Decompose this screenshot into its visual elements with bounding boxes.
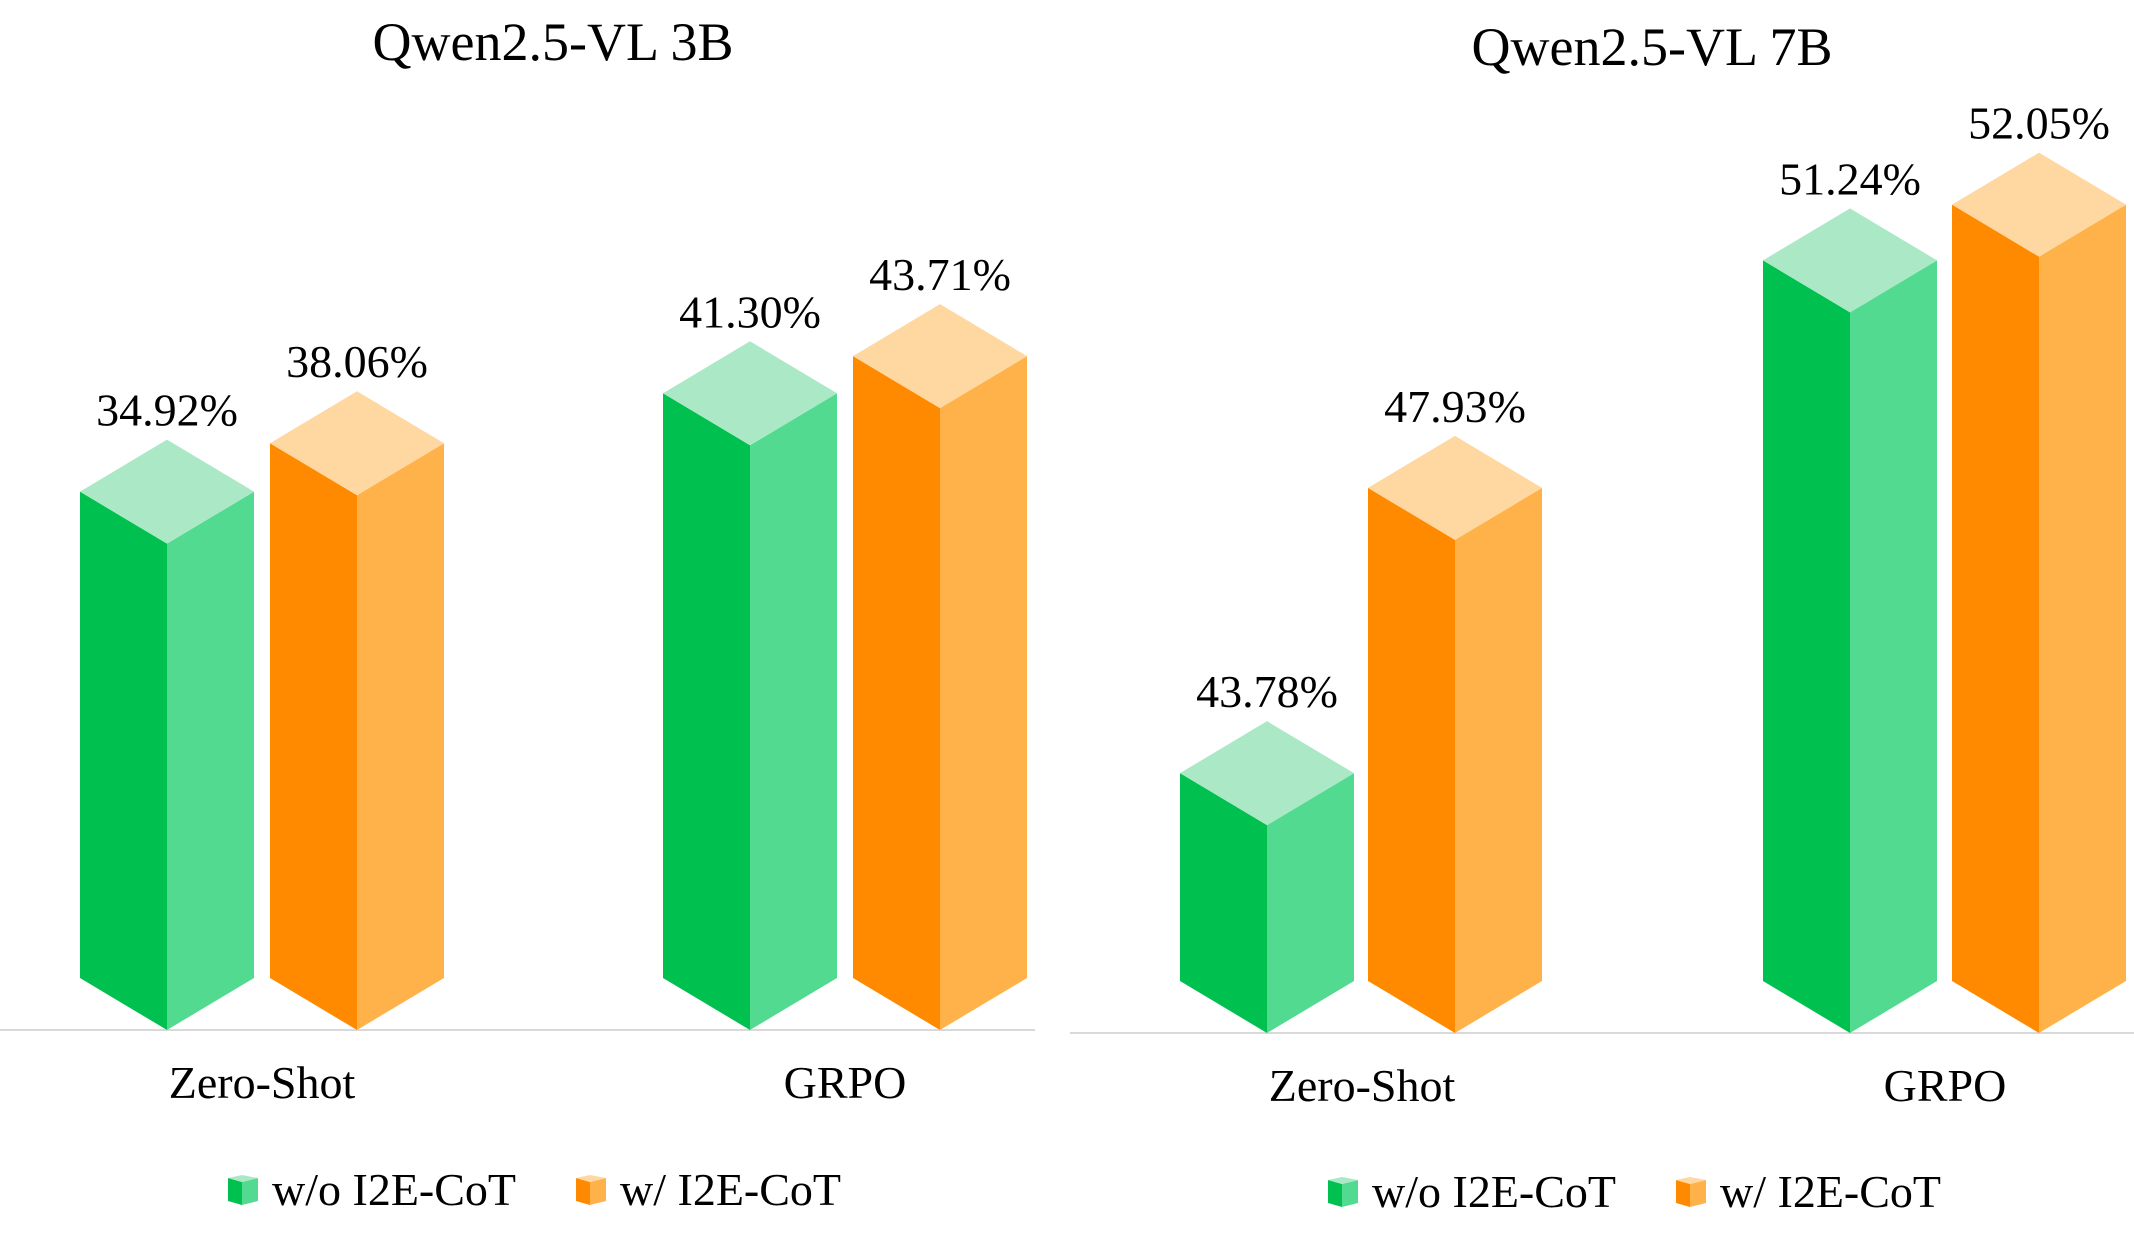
bar-face-top: [270, 391, 444, 496]
bar-face-front: [853, 356, 940, 1030]
data-label: 41.30%: [679, 286, 821, 337]
legend-item-wo: w/o I2E-CoT: [228, 1164, 516, 1215]
bar-face-top: [853, 304, 1027, 409]
legend-item-w: w/ I2E-CoT: [1676, 1166, 1941, 1217]
data-label: 51.24%: [1779, 153, 1921, 204]
data-label: 34.92%: [96, 385, 238, 436]
x-tick-label: GRPO: [1884, 1060, 2007, 1111]
bar-face-top: [663, 341, 837, 446]
legend-swatch-side: [590, 1178, 606, 1205]
legend-label: w/ I2E-CoT: [1720, 1166, 1941, 1217]
bar-face-front: [80, 491, 167, 1030]
x-tick-label: Zero-Shot: [1269, 1060, 1456, 1111]
bar-face-front: [1368, 487, 1455, 1033]
legend-swatch: [576, 1178, 590, 1205]
x-tick-label: Zero-Shot: [169, 1057, 356, 1108]
legend-item-wo: w/o I2E-CoT: [1328, 1166, 1616, 1217]
legend-swatch-top: [1328, 1177, 1358, 1184]
legend: w/o I2E-CoT w/ I2E-CoT: [1328, 1166, 1941, 1217]
bar-wo-grpo: [663, 341, 837, 1031]
legend-label: w/o I2E-CoT: [272, 1164, 516, 1215]
legend-swatch: [228, 1178, 242, 1205]
bar-w-zero-shot: [1368, 435, 1542, 1033]
data-label: 43.78%: [1196, 666, 1338, 717]
chart-panel-2: Qwen2.5-VL 7B 43.78% 47.93% Zero-Shot 51.24%…: [1070, 17, 2134, 1217]
bar-face-side: [167, 491, 254, 1030]
bar-wo-grpo: [1763, 208, 1937, 1033]
chart-panel-1: Qwen2.5-VL 3B 34.92% 38.06% Zero-Shot 41.30%…: [0, 12, 1035, 1215]
bar-face-front: [663, 393, 750, 1031]
legend-label: w/o I2E-CoT: [1372, 1166, 1616, 1217]
bar-wo-zero-shot: [80, 439, 254, 1030]
bar-face-top: [1952, 152, 2126, 257]
bar-face-side: [750, 393, 837, 1031]
legend-item-w: w/ I2E-CoT: [576, 1164, 841, 1215]
bar-face-front: [270, 443, 357, 1030]
legend-swatch-side: [1690, 1180, 1706, 1207]
bar-face-front: [1763, 260, 1850, 1033]
bar-face-top: [1368, 435, 1542, 540]
bar-face-top: [1180, 721, 1354, 826]
data-label: 38.06%: [286, 336, 428, 387]
legend-swatch-top: [1676, 1177, 1706, 1184]
bar-face-side: [1455, 487, 1542, 1033]
bar-wo-zero-shot: [1180, 721, 1354, 1033]
legend-swatch-side: [1342, 1180, 1358, 1207]
data-label: 52.05%: [1968, 98, 2110, 149]
x-tick-label: GRPO: [784, 1057, 907, 1108]
legend-swatch-side: [242, 1178, 258, 1205]
bar-face-side: [940, 356, 1027, 1030]
legend-label: w/ I2E-CoT: [620, 1164, 841, 1215]
legend-swatch-top: [228, 1175, 258, 1182]
bar-face-side: [1267, 773, 1354, 1033]
chart-title: Qwen2.5-VL 3B: [373, 12, 734, 72]
bar-w-grpo: [853, 304, 1027, 1030]
bar-face-front: [1952, 204, 2039, 1033]
legend-swatch-top: [576, 1175, 606, 1182]
bar-face-top: [1763, 208, 1937, 313]
bar-face-side: [1850, 260, 1937, 1033]
bar-face-top: [80, 439, 254, 544]
chart-title: Qwen2.5-VL 7B: [1472, 17, 1833, 77]
data-label: 43.71%: [869, 249, 1011, 300]
data-label: 47.93%: [1384, 381, 1526, 432]
bar-face-side: [2039, 204, 2126, 1033]
bar-w-grpo: [1952, 152, 2126, 1033]
legend-swatch: [1676, 1180, 1690, 1207]
bar-face-side: [357, 443, 444, 1030]
bar-w-zero-shot: [270, 391, 444, 1030]
bar-face-front: [1180, 773, 1267, 1033]
legend-swatch: [1328, 1180, 1342, 1207]
legend: w/o I2E-CoT w/ I2E-CoT: [228, 1164, 841, 1215]
